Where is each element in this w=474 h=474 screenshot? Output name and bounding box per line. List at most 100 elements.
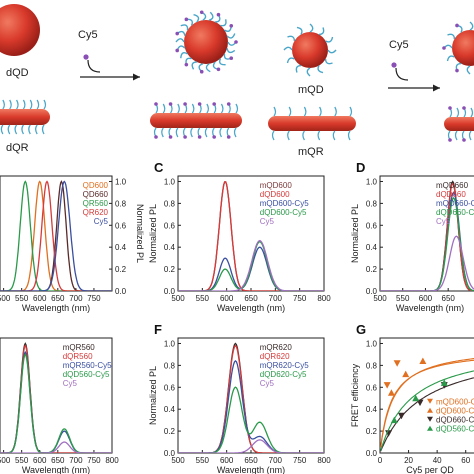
x-tick-label: 800: [317, 294, 331, 303]
series-line: [178, 240, 324, 291]
cy5-dye: [184, 62, 189, 67]
x-tick-label: 750: [293, 456, 307, 465]
x-tick-label: 600: [33, 456, 47, 465]
mqr-rod: [268, 106, 356, 141]
x-tick-label: 650: [244, 456, 258, 465]
ligand: [324, 58, 333, 65]
y-tick-label: 0.8: [164, 361, 176, 370]
ligand: [327, 49, 337, 54]
x-tick-label: 20: [404, 456, 413, 465]
x-tick-label: 500: [0, 456, 11, 465]
cy5-dye: [462, 138, 466, 142]
x-tick-label: 800: [105, 456, 119, 465]
ligand: [447, 33, 456, 40]
legend-entry: dQD600: [260, 190, 290, 199]
cy5-dye: [212, 102, 216, 106]
ligand: [219, 127, 223, 138]
chart-panel-1: C 500 550 600 650 700 750 800 Wavelength (nm) 0.0…: [148, 160, 331, 313]
ligand: [34, 124, 38, 135]
cy5-dye: [229, 56, 234, 61]
x-tick-label: 600: [220, 456, 234, 465]
legend-entry: mQR620: [260, 343, 293, 352]
ligand: [319, 106, 322, 117]
plot-frame: [379, 337, 474, 454]
ligand: [332, 130, 336, 141]
legend-entry: mQR620-Cy5: [260, 361, 309, 370]
legend-entry: mQR560: [63, 343, 96, 352]
fit-curve: [380, 359, 474, 447]
ligand: [226, 48, 236, 54]
data-point: [416, 399, 424, 407]
ligand: [470, 107, 474, 118]
plot-area: [178, 181, 324, 291]
x-tick-label: 550: [196, 456, 210, 465]
legend-marker: [427, 398, 433, 404]
legend-entry: QR620: [83, 208, 109, 217]
cy5-dye: [184, 17, 189, 22]
series-line: [178, 439, 324, 453]
y-tick-label: 0.0: [115, 287, 127, 296]
legend-entry: Cy5: [63, 379, 78, 388]
series-line: [178, 239, 324, 291]
dqd-particle: [0, 4, 40, 56]
panel-letter: D: [356, 160, 365, 175]
cy5-label-left: Cy5: [78, 29, 98, 41]
ligand: [219, 58, 226, 66]
dqd-label: dQD: [6, 67, 29, 79]
legend-entry: mQR560-Cy5: [63, 361, 112, 370]
cy5-label-right: Cy5: [389, 39, 409, 51]
ligand: [43, 99, 47, 110]
y-tick-label: 0.4: [164, 243, 176, 252]
x-tick-label: 650: [442, 294, 456, 303]
legend-entry: mQD660: [436, 181, 469, 190]
cy5-dye: [462, 106, 466, 110]
cy5-dye: [455, 68, 459, 73]
data-point: [440, 379, 448, 386]
legend-entry: dQR620: [260, 352, 290, 361]
ligand: [36, 99, 40, 110]
ligand: [175, 38, 185, 43]
ligand: [318, 27, 325, 36]
y-tick-label: 1.0: [164, 339, 176, 348]
ligand: [288, 106, 292, 117]
y-tick-label: 0.4: [366, 243, 378, 252]
legend-entry: QD600: [83, 181, 109, 190]
x-tick-label: 60: [461, 456, 470, 465]
ligand: [175, 127, 179, 138]
cy5-dye: [442, 46, 446, 50]
cy5-dye: [448, 138, 452, 142]
x-tick-label: 500: [171, 294, 185, 303]
mqd-label: mQD: [298, 84, 324, 96]
y-tick-label: 0.6: [115, 221, 127, 230]
data-point: [383, 382, 391, 389]
x-axis-label: Wavelength (nm): [22, 303, 90, 313]
x-tick-label: 700: [69, 456, 83, 465]
cy5-dye: [229, 23, 234, 28]
series-line: [178, 344, 324, 453]
reaction-arrow-right: [388, 62, 440, 92]
data-point: [390, 416, 398, 424]
y-tick-label: 0.2: [115, 265, 127, 274]
legend-entry: mQD600-Cy5: [260, 199, 309, 208]
series-line: [0, 180, 112, 291]
ligand: [14, 124, 18, 135]
ligand: [302, 130, 305, 141]
x-tick-label: 550: [15, 294, 29, 303]
legend-entry: QR560: [83, 199, 109, 208]
ligand: [191, 103, 195, 114]
y-tick-label: 0.6: [164, 383, 176, 392]
ligand: [162, 103, 166, 114]
ligand: [468, 130, 472, 141]
ligand: [21, 124, 24, 135]
ligand: [287, 35, 296, 42]
y-axis-label: Normalized PL: [148, 366, 158, 425]
series-line: [380, 182, 474, 291]
data-point: [387, 389, 395, 396]
reaction-arrow-left: [80, 54, 140, 81]
ligand: [28, 124, 31, 135]
x-tick-label: 700: [269, 456, 283, 465]
ligand: [295, 64, 302, 73]
y-tick-label: 0.8: [366, 361, 378, 370]
chart-panel-3: 500 550 600 650 700 750 800 Wavelength (nm) mQR5…: [0, 337, 119, 474]
